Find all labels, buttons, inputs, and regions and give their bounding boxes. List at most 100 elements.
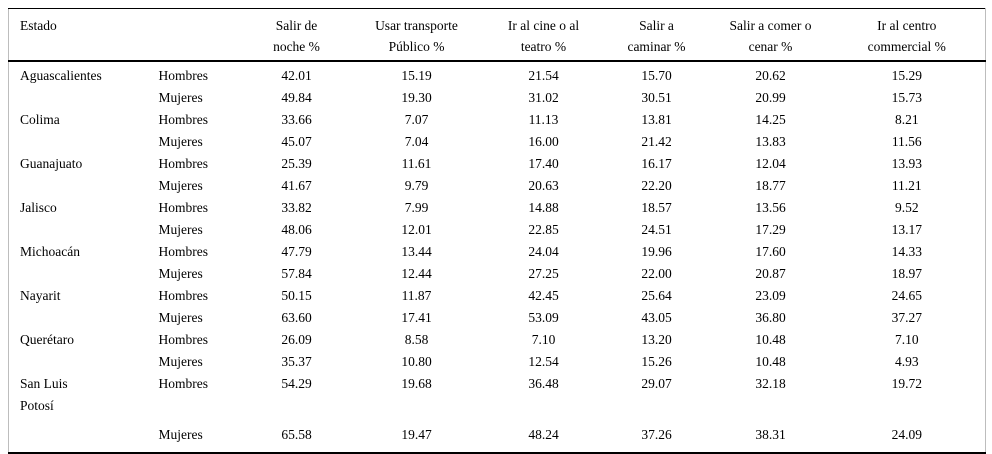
value-cell-cine-teatro: 7.10 <box>531 332 556 347</box>
estado-label: Colima <box>20 112 60 127</box>
estado-cell <box>9 351 147 373</box>
value-cell-transporte: 13.44 <box>401 244 432 259</box>
header-line: Salir de <box>275 18 318 33</box>
table-body: Aguascalientes Hombres 42.01 15.19 21.54… <box>9 61 986 453</box>
value-cell-comer-cenar: 10.48 <box>755 354 786 369</box>
value-cell-caminar: 37.26 <box>641 427 672 442</box>
value-cell-comer-cenar: 20.99 <box>755 90 786 105</box>
value-cell-caminar: 21.42 <box>641 134 672 149</box>
header-line: Ir al centro <box>877 18 937 33</box>
value-cell-cine-teatro: 14.88 <box>528 200 559 215</box>
table-row: Aguascalientes Hombres 42.01 15.19 21.54… <box>9 61 986 87</box>
estado-cell: Aguascalientes <box>9 61 147 87</box>
value-cell-comer-cenar: 14.25 <box>755 112 786 127</box>
genero-cell: Mujeres <box>158 178 203 193</box>
value-cell-transporte: 7.04 <box>404 134 429 149</box>
estado-label: Nayarit <box>20 288 61 303</box>
table-row: Querétaro Hombres 26.09 8.58 7.10 13.20 … <box>9 329 986 351</box>
estado-cell <box>9 219 147 241</box>
value-cell-cine-teatro: 31.02 <box>528 90 559 105</box>
genero-cell: Hombres <box>158 200 209 215</box>
genero-cell: Mujeres <box>158 90 203 105</box>
table-row: Mujeres 63.60 17.41 53.09 43.05 36.80 37… <box>9 307 986 329</box>
estado-cell: Guanajuato <box>9 153 147 175</box>
genero-cell: Hombres <box>158 244 209 259</box>
table-row: Guanajuato Hombres 25.39 11.61 17.40 16.… <box>9 153 986 175</box>
value-cell-comer-cenar: 13.56 <box>755 200 786 215</box>
value-cell-transporte: 7.07 <box>404 112 429 127</box>
value-cell-cine-teatro: 53.09 <box>528 310 559 325</box>
value-cell-comer-cenar: 36.80 <box>755 310 786 325</box>
col-header-genero <box>147 9 247 62</box>
table-header: Estado Salir de noche % Usar transporte … <box>8 9 986 62</box>
value-cell-salir-noche: 41.67 <box>281 178 312 193</box>
value-cell-caminar: 43.05 <box>641 310 672 325</box>
value-cell-transporte: 10.80 <box>401 354 432 369</box>
value-cell-cine-teatro: 36.48 <box>528 376 559 391</box>
genero-cell: Hombres <box>158 332 209 347</box>
value-cell-comer-cenar: 23.09 <box>755 288 786 303</box>
header-line: Salir a comer o <box>729 18 812 33</box>
value-cell-cine-teatro: 20.63 <box>528 178 559 193</box>
value-cell-transporte: 19.47 <box>401 427 432 442</box>
value-cell-centro-comercial: 15.29 <box>891 68 922 83</box>
table-row: Jalisco Hombres 33.82 7.99 14.88 18.57 1… <box>9 197 986 219</box>
value-cell-transporte: 12.01 <box>401 222 432 237</box>
genero-cell: Mujeres <box>158 310 203 325</box>
value-cell-transporte: 19.68 <box>401 376 432 391</box>
genero-cell: Mujeres <box>158 266 203 281</box>
value-cell-salir-noche: 33.82 <box>281 200 312 215</box>
estado-cell <box>9 175 147 197</box>
value-cell-centro-comercial: 18.97 <box>891 266 922 281</box>
genero-cell: Hombres <box>158 156 209 171</box>
value-cell-centro-comercial: 24.09 <box>891 427 922 442</box>
value-cell-centro-comercial: 11.21 <box>891 178 922 193</box>
value-cell-transporte: 7.99 <box>404 200 429 215</box>
table-row: Mujeres 49.84 19.30 31.02 30.51 20.99 15… <box>9 87 986 109</box>
value-cell-comer-cenar: 18.77 <box>755 178 786 193</box>
value-cell-cine-teatro: 24.04 <box>528 244 559 259</box>
header-line: commercial % <box>867 39 946 54</box>
value-cell-caminar: 18.57 <box>641 200 672 215</box>
estado-label: San Luis <box>20 376 68 391</box>
value-cell-centro-comercial: 37.27 <box>891 310 922 325</box>
value-cell-salir-noche: 45.07 <box>281 134 312 149</box>
value-cell-caminar: 25.64 <box>641 288 672 303</box>
value-cell-transporte: 15.19 <box>401 68 432 83</box>
estado-cell: Nayarit <box>9 285 147 307</box>
value-cell-salir-noche: 57.84 <box>281 266 312 281</box>
value-cell-transporte: 19.30 <box>401 90 432 105</box>
col-header-caminar: Salir a caminar % <box>601 9 713 62</box>
genero-cell: Mujeres <box>158 134 203 149</box>
table-row: Michoacán Hombres 47.79 13.44 24.04 19.9… <box>9 241 986 263</box>
value-cell-comer-cenar: 32.18 <box>755 376 786 391</box>
value-cell-caminar: 13.20 <box>641 332 672 347</box>
value-cell-caminar: 16.17 <box>641 156 672 171</box>
value-cell-cine-teatro: 27.25 <box>528 266 559 281</box>
genero-cell: Hombres <box>158 112 209 127</box>
value-cell-salir-noche: 54.29 <box>281 376 312 391</box>
estado-label-line2: Potosí <box>20 398 54 413</box>
header-line: noche % <box>273 39 320 54</box>
value-cell-comer-cenar: 12.04 <box>755 156 786 171</box>
estado-label: Jalisco <box>20 200 57 215</box>
header-label: Estado <box>20 18 57 33</box>
table-row: Mujeres 35.37 10.80 12.54 15.26 10.48 4.… <box>9 351 986 373</box>
estado-label: Guanajuato <box>20 156 83 171</box>
value-cell-centro-comercial: 13.93 <box>891 156 922 171</box>
estado-cell: Michoacán <box>9 241 147 263</box>
value-cell-caminar: 30.51 <box>641 90 672 105</box>
value-cell-salir-noche: 35.37 <box>281 354 312 369</box>
estado-cell <box>9 263 147 285</box>
value-cell-comer-cenar: 13.83 <box>755 134 786 149</box>
value-cell-salir-noche: 63.60 <box>281 310 312 325</box>
col-header-transporte: Usar transporte Público % <box>347 9 487 62</box>
table-row: Mujeres 45.07 7.04 16.00 21.42 13.83 11.… <box>9 131 986 153</box>
value-cell-comer-cenar: 20.87 <box>755 266 786 281</box>
data-table: Estado Salir de noche % Usar transporte … <box>8 8 986 454</box>
value-cell-caminar: 24.51 <box>641 222 672 237</box>
value-cell-transporte: 9.79 <box>404 178 429 193</box>
value-cell-transporte: 11.87 <box>401 288 432 303</box>
value-cell-caminar: 22.20 <box>641 178 672 193</box>
table-row: Mujeres 41.67 9.79 20.63 22.20 18.77 11.… <box>9 175 986 197</box>
